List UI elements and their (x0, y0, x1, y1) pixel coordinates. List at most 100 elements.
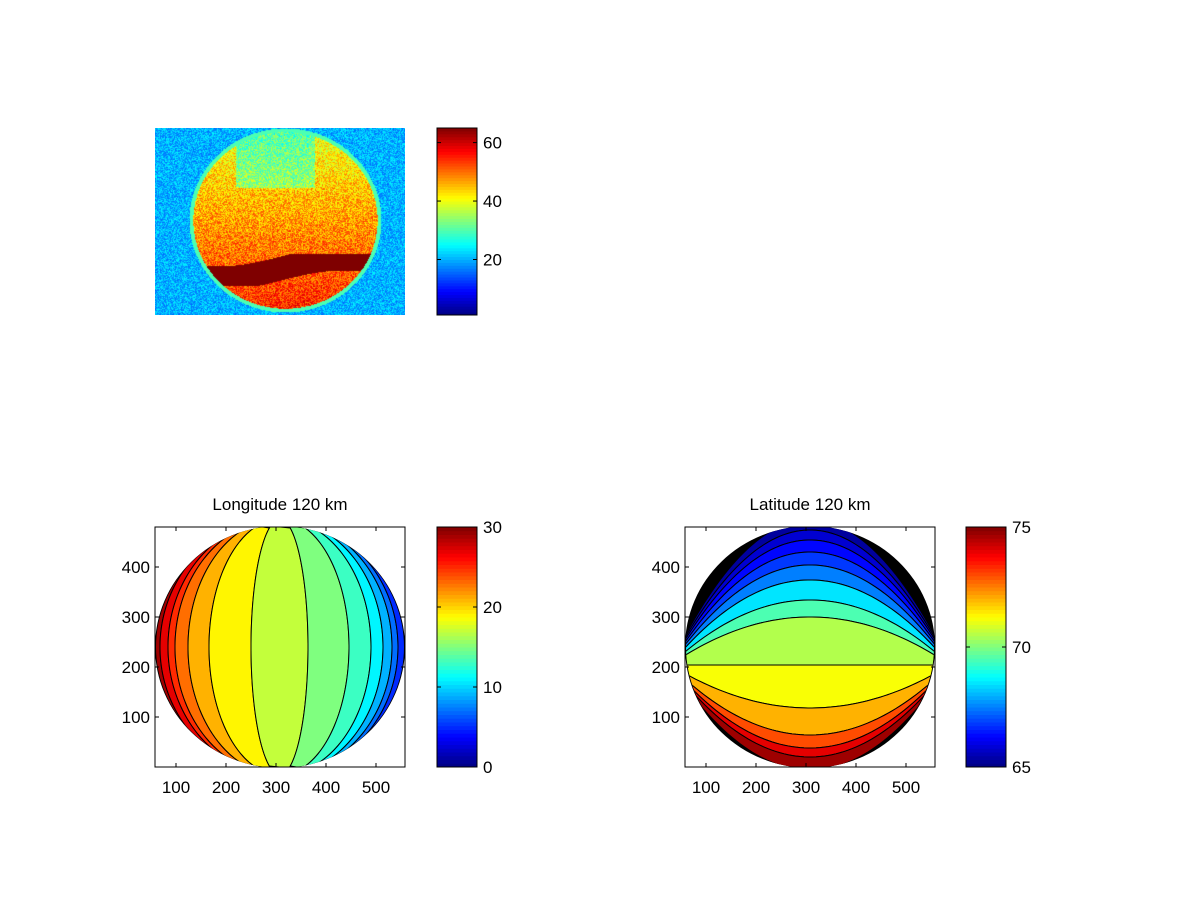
2-colorbar-swatch (966, 714, 1006, 719)
1-colorbar-swatch (437, 643, 477, 648)
2-colorbar-swatch (966, 680, 1006, 685)
0-colorbar-swatch (437, 239, 477, 243)
latitude-contours (685, 527, 935, 767)
1-colorbar-swatch (437, 628, 477, 633)
1-colorbar-swatch (437, 557, 477, 562)
1-colorbar-swatch (437, 542, 477, 547)
longitude-y-tick-label: 200 (122, 658, 150, 677)
0-colorbar-swatch (437, 192, 477, 196)
1-colorbar-swatch (437, 605, 477, 610)
0-colorbar-swatch (437, 154, 477, 158)
1-colorbar-swatch (437, 632, 477, 637)
1-colorbar-swatch (437, 564, 477, 569)
1-colorbar-swatch (437, 737, 477, 742)
0-colorbar-swatch (437, 180, 477, 185)
2-colorbar-swatch (966, 557, 1006, 562)
latitude-y-tick-label: 100 (652, 708, 680, 727)
1-colorbar-swatch (437, 725, 477, 730)
2-colorbar-swatch (966, 553, 1006, 558)
2-colorbar-swatch (966, 662, 1006, 667)
0-colorbar-swatch (437, 201, 477, 205)
1-colorbar-swatch (437, 587, 477, 592)
0-colorbar-label: 60 (483, 134, 502, 153)
0-colorbar-swatch (437, 259, 477, 263)
0-colorbar-swatch (437, 209, 477, 214)
0-colorbar-swatch (437, 265, 477, 269)
0-colorbar-swatch (437, 212, 477, 217)
2-colorbar-swatch (966, 729, 1006, 734)
longitude-x-tick-label: 400 (312, 778, 340, 797)
2-colorbar-swatch (966, 699, 1006, 704)
2-colorbar-swatch (966, 722, 1006, 727)
0-colorbar-swatch (437, 133, 477, 138)
1-colorbar-swatch (437, 572, 477, 577)
1-colorbar-frame (436, 526, 478, 768)
0-colorbar-swatch (437, 285, 477, 290)
1-colorbar-swatch (437, 755, 477, 760)
latitude-x-tick-label: 400 (842, 778, 870, 797)
2-colorbar-swatch (966, 538, 1006, 543)
2-colorbar-swatch (966, 650, 1006, 655)
0-colorbar-swatch (437, 291, 477, 296)
1-colorbar-swatch (437, 669, 477, 674)
0-colorbar-swatch (437, 282, 477, 287)
1-colorbar-swatch (437, 729, 477, 734)
2-colorbar-swatch (966, 737, 1006, 742)
latitude-x-tick-label: 500 (892, 778, 920, 797)
0-colorbar-swatch (437, 279, 477, 284)
0-colorbar-swatch (437, 224, 477, 228)
2-colorbar-swatch (966, 572, 1006, 577)
1-colorbar-swatch (437, 703, 477, 708)
1-colorbar-swatch (437, 665, 477, 670)
1-colorbar-swatch (437, 695, 477, 700)
0-colorbar-swatch (437, 262, 477, 266)
0-colorbar-swatch (437, 274, 477, 278)
latitude-x-tick-label: 300 (792, 778, 820, 797)
1-colorbar-swatch (437, 538, 477, 543)
1-colorbar-swatch (437, 733, 477, 738)
0-colorbar-swatch (437, 294, 477, 298)
2-colorbar-swatch (966, 579, 1006, 584)
2-colorbar-swatch (966, 752, 1006, 757)
1-colorbar-swatch (437, 654, 477, 659)
2-colorbar-swatch (966, 647, 1006, 652)
0-colorbar-label: 20 (483, 250, 502, 269)
2-colorbar-swatch (966, 545, 1006, 550)
latitude-y-tick-label: 400 (652, 558, 680, 577)
intensity-image (155, 128, 405, 315)
1-colorbar-swatch (437, 613, 477, 618)
2-colorbar-swatch (966, 568, 1006, 573)
0-colorbar-swatch (437, 203, 477, 208)
0-colorbar-swatch (437, 233, 477, 237)
0-colorbar-swatch (437, 195, 477, 199)
1-colorbar-swatch (437, 744, 477, 749)
0-colorbar-swatch (437, 139, 477, 144)
0-colorbar-swatch (437, 303, 477, 307)
0-colorbar-swatch (437, 236, 477, 240)
1-colorbar-swatch (437, 624, 477, 629)
longitude-y-tick-label: 100 (122, 708, 150, 727)
1-colorbar-swatch (437, 579, 477, 584)
1-colorbar-swatch (437, 692, 477, 697)
latitude-y-tick-label: 200 (652, 658, 680, 677)
latitude-y-tick-label: 300 (652, 608, 680, 627)
1-colorbar-swatch (437, 684, 477, 689)
2-colorbar-swatch (966, 763, 1006, 768)
2-colorbar-swatch (966, 695, 1006, 700)
1-colorbar-swatch (437, 759, 477, 764)
2-colorbar-swatch (966, 744, 1006, 749)
1-colorbar-swatch (437, 583, 477, 588)
0-colorbar-swatch (437, 148, 477, 152)
latitude-band (686, 680, 934, 767)
1-colorbar-swatch (437, 609, 477, 614)
2-colorbar-swatch (966, 624, 1006, 629)
2-colorbar-swatch (966, 759, 1006, 764)
0-colorbar-swatch (437, 312, 477, 316)
1-colorbar-swatch (437, 748, 477, 753)
1-colorbar-swatch (437, 635, 477, 640)
0-colorbar-swatch (437, 145, 477, 149)
2-colorbar-swatch (966, 692, 1006, 697)
1-colorbar-swatch (437, 707, 477, 712)
0-colorbar-swatch (437, 268, 477, 272)
